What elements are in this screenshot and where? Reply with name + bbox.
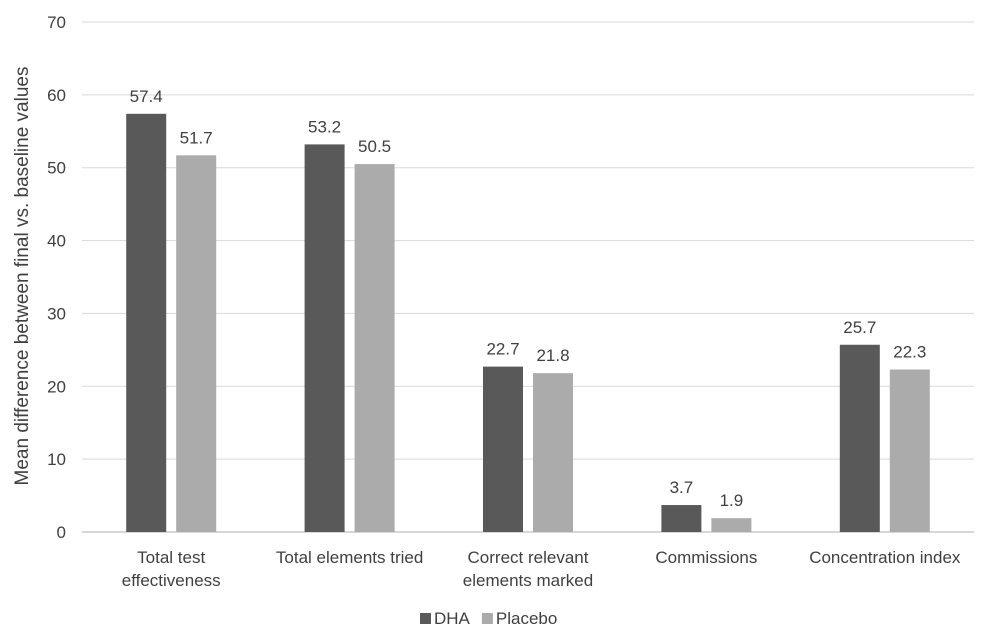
data-label: 22.7 [486, 340, 519, 359]
data-label: 25.7 [843, 318, 876, 337]
data-label: 22.3 [893, 343, 926, 362]
bar-dha-4 [839, 344, 880, 532]
legend: DHA Placebo [420, 609, 557, 628]
gridlines [82, 21, 974, 460]
x-tick-label: Total elements tried [276, 548, 423, 567]
x-tick-label: Correct relevant [468, 548, 589, 567]
y-tick-label: 40 [47, 232, 66, 251]
bar-dha-0 [126, 113, 167, 533]
data-label: 53.2 [308, 117, 341, 136]
data-label: 1.9 [720, 491, 744, 510]
category-labels: Total test effectiveness Total elements tr… [122, 548, 961, 590]
y-tick-label: 20 [47, 377, 66, 396]
x-tick-label: Concentration index [809, 548, 961, 567]
y-tick-label: 30 [47, 304, 66, 323]
y-tick-label: 70 [47, 13, 66, 32]
legend-swatch-dha [420, 613, 431, 624]
bar-dha-2 [483, 366, 523, 532]
legend-swatch-placebo [481, 613, 493, 624]
y-tick-label: 50 [47, 159, 66, 178]
x-tick-label: elements marked [463, 571, 593, 590]
y-tick-label: 10 [47, 450, 66, 469]
bar-placebo-3 [711, 518, 752, 532]
bar-placebo-4 [889, 369, 930, 532]
data-label: 3.7 [670, 478, 694, 497]
data-label: 51.7 [180, 128, 213, 147]
bars [126, 113, 930, 533]
data-label: 57.4 [130, 87, 163, 106]
legend-label-placebo: Placebo [496, 609, 557, 628]
bar-placebo-2 [533, 373, 573, 532]
legend-label-dha: DHA [434, 609, 471, 628]
bar-placebo-0 [176, 155, 217, 533]
y-axis-title: Mean difference between final vs. baseli… [12, 67, 33, 486]
x-tick-label: Total test [137, 548, 205, 567]
data-label: 50.5 [358, 137, 391, 156]
x-tick-label: Commissions [655, 548, 757, 567]
y-tick-label: 60 [47, 86, 66, 105]
y-tick-label: 0 [57, 523, 66, 542]
axes: 0 10 20 30 40 50 60 70 [47, 13, 974, 542]
data-labels: 57.4 53.2 22.7 3.7 25.7 51.7 50.5 21.8 1.9 22.3 [130, 87, 927, 510]
bar-placebo-1 [354, 164, 395, 533]
bar-dha-3 [661, 505, 702, 532]
data-label: 21.8 [536, 346, 569, 365]
x-tick-label: effectiveness [122, 571, 221, 590]
bar-dha-1 [304, 144, 345, 532]
